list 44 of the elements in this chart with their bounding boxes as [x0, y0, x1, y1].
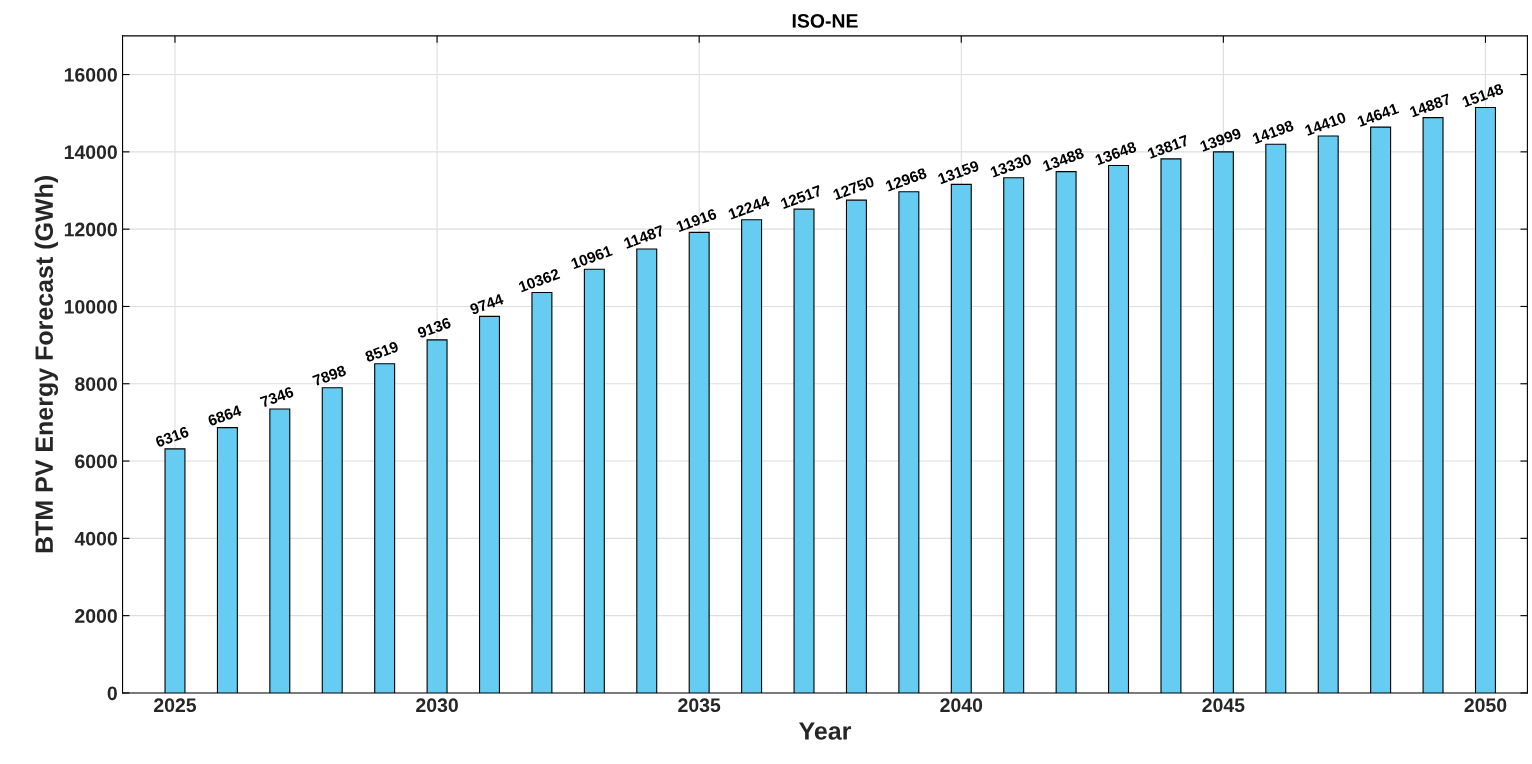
data-label: 11916 [675, 208, 718, 233]
x-axis-title: Year [798, 722, 852, 740]
data-label: 14198 [1252, 119, 1295, 145]
data-label: 14641 [1356, 102, 1400, 128]
data-label: 10362 [518, 268, 561, 293]
y-tick-label: 4000 [74, 531, 117, 546]
data-label: 13159 [937, 160, 980, 185]
x-tick-label: 2040 [940, 698, 983, 713]
data-label: 9744 [469, 293, 505, 315]
x-tick-label: 2050 [1464, 698, 1507, 713]
data-label: 7898 [312, 364, 347, 387]
data-label: 13488 [1042, 147, 1085, 172]
data-label: 12968 [885, 167, 928, 192]
y-tick-label: 0 [107, 686, 117, 701]
data-label: 12244 [727, 195, 771, 220]
data-label: 8519 [364, 340, 400, 363]
data-label: 12517 [780, 184, 823, 210]
x-tick-label: 2025 [154, 698, 197, 713]
data-label: 14410 [1304, 111, 1347, 136]
data-label: 6316 [154, 426, 190, 448]
x-tick-label: 2030 [416, 698, 458, 713]
data-label: 13817 [1147, 134, 1190, 159]
data-label: 15148 [1461, 83, 1504, 108]
data-label: 6864 [207, 404, 243, 427]
y-tick-label: 14000 [64, 145, 117, 160]
y-axis-title: BTM PV Energy Forecast (GWh) [34, 176, 59, 553]
data-label: 14887 [1409, 93, 1452, 118]
data-label: 13648 [1094, 141, 1138, 166]
x-tick-label: 2045 [1202, 698, 1245, 713]
y-tick-label: 12000 [64, 222, 117, 237]
data-label: 13330 [989, 153, 1033, 178]
y-tick-label: 2000 [75, 609, 117, 623]
y-tick-label: 16000 [64, 68, 117, 82]
data-label: 10961 [570, 245, 613, 270]
y-tick-label: 10000 [64, 299, 117, 314]
data-label: 12750 [832, 175, 875, 201]
y-tick-label: 6000 [75, 454, 117, 469]
x-tick-label: 2035 [678, 698, 721, 713]
chart-title: ISO-NE [792, 14, 858, 28]
data-label: 11487 [623, 224, 665, 249]
y-tick-label: 8000 [75, 377, 117, 391]
data-label: 13999 [1199, 127, 1242, 152]
data-label: 7346 [259, 386, 295, 408]
data-label: 9136 [416, 317, 452, 339]
